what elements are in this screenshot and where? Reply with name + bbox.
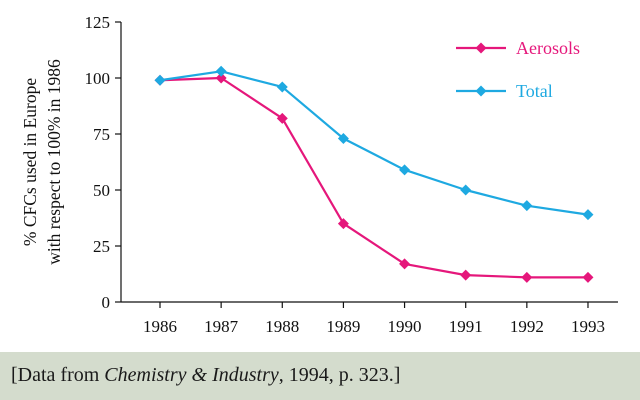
y-tick-label: 100 xyxy=(85,69,111,88)
chart-panel: % CFCs used in Europe with respect to 10… xyxy=(20,13,618,336)
legend-aerosols-label: Aerosols xyxy=(516,38,580,58)
caption-source: Chemistry & Industry xyxy=(104,364,279,386)
x-tick-label: 1989 xyxy=(326,317,360,336)
aerosols-point xyxy=(399,258,411,270)
y-tick-label: 0 xyxy=(102,293,111,312)
aerosols-point xyxy=(460,269,472,281)
x-axis: 1986 1987 1988 1989 1990 1991 1992 1993 xyxy=(121,301,618,336)
x-tick-label: 1990 xyxy=(388,317,422,336)
total-point xyxy=(582,209,594,221)
total-point xyxy=(521,200,533,212)
x-tick-label: 1987 xyxy=(204,317,239,336)
aerosols-point xyxy=(582,271,594,283)
total-series-line xyxy=(159,70,589,216)
y-axis-title: % CFCs used in Europe with respect to 10… xyxy=(20,59,64,265)
source-caption: [Data from Chemistry & Industry, 1994, p… xyxy=(0,352,640,400)
y-axis: 0 25 50 75 100 125 xyxy=(85,13,122,312)
y-tick-label: 125 xyxy=(85,13,111,32)
aerosols-point xyxy=(521,271,533,283)
y-tick-label: 25 xyxy=(93,237,110,256)
aerosols-point xyxy=(215,72,227,84)
total-point xyxy=(460,184,472,196)
aerosols-point xyxy=(337,218,349,230)
caption-suffix: , 1994, p. 323.] xyxy=(278,364,401,386)
series-layer xyxy=(154,65,594,283)
y-tick-label: 75 xyxy=(93,125,110,144)
cfc-line-chart: % CFCs used in Europe with respect to 10… xyxy=(20,13,618,336)
total-point xyxy=(399,164,411,176)
x-tick-label: 1988 xyxy=(265,317,299,336)
total-point xyxy=(337,132,349,144)
total-point xyxy=(276,81,288,93)
x-tick-label: 1992 xyxy=(510,317,544,336)
legend-total-label: Total xyxy=(516,81,553,101)
y-tick-label: 50 xyxy=(93,181,110,200)
y-axis-title-line-2: with respect to 100% in 1986 xyxy=(44,59,64,265)
x-tick-label: 1991 xyxy=(449,317,483,336)
x-tick-label: 1993 xyxy=(571,317,605,336)
aerosols-point xyxy=(276,112,288,124)
total-point xyxy=(154,74,166,86)
caption-prefix: [Data from xyxy=(11,364,105,386)
aerosols-series-line xyxy=(159,76,588,279)
legend: Aerosols Total xyxy=(456,38,580,101)
x-tick-label: 1986 xyxy=(143,317,177,336)
total-point xyxy=(215,65,227,77)
legend-aerosols-marker xyxy=(475,42,487,54)
y-axis-title-line-1: % CFCs used in Europe xyxy=(20,78,40,246)
legend-total-marker xyxy=(475,85,487,97)
